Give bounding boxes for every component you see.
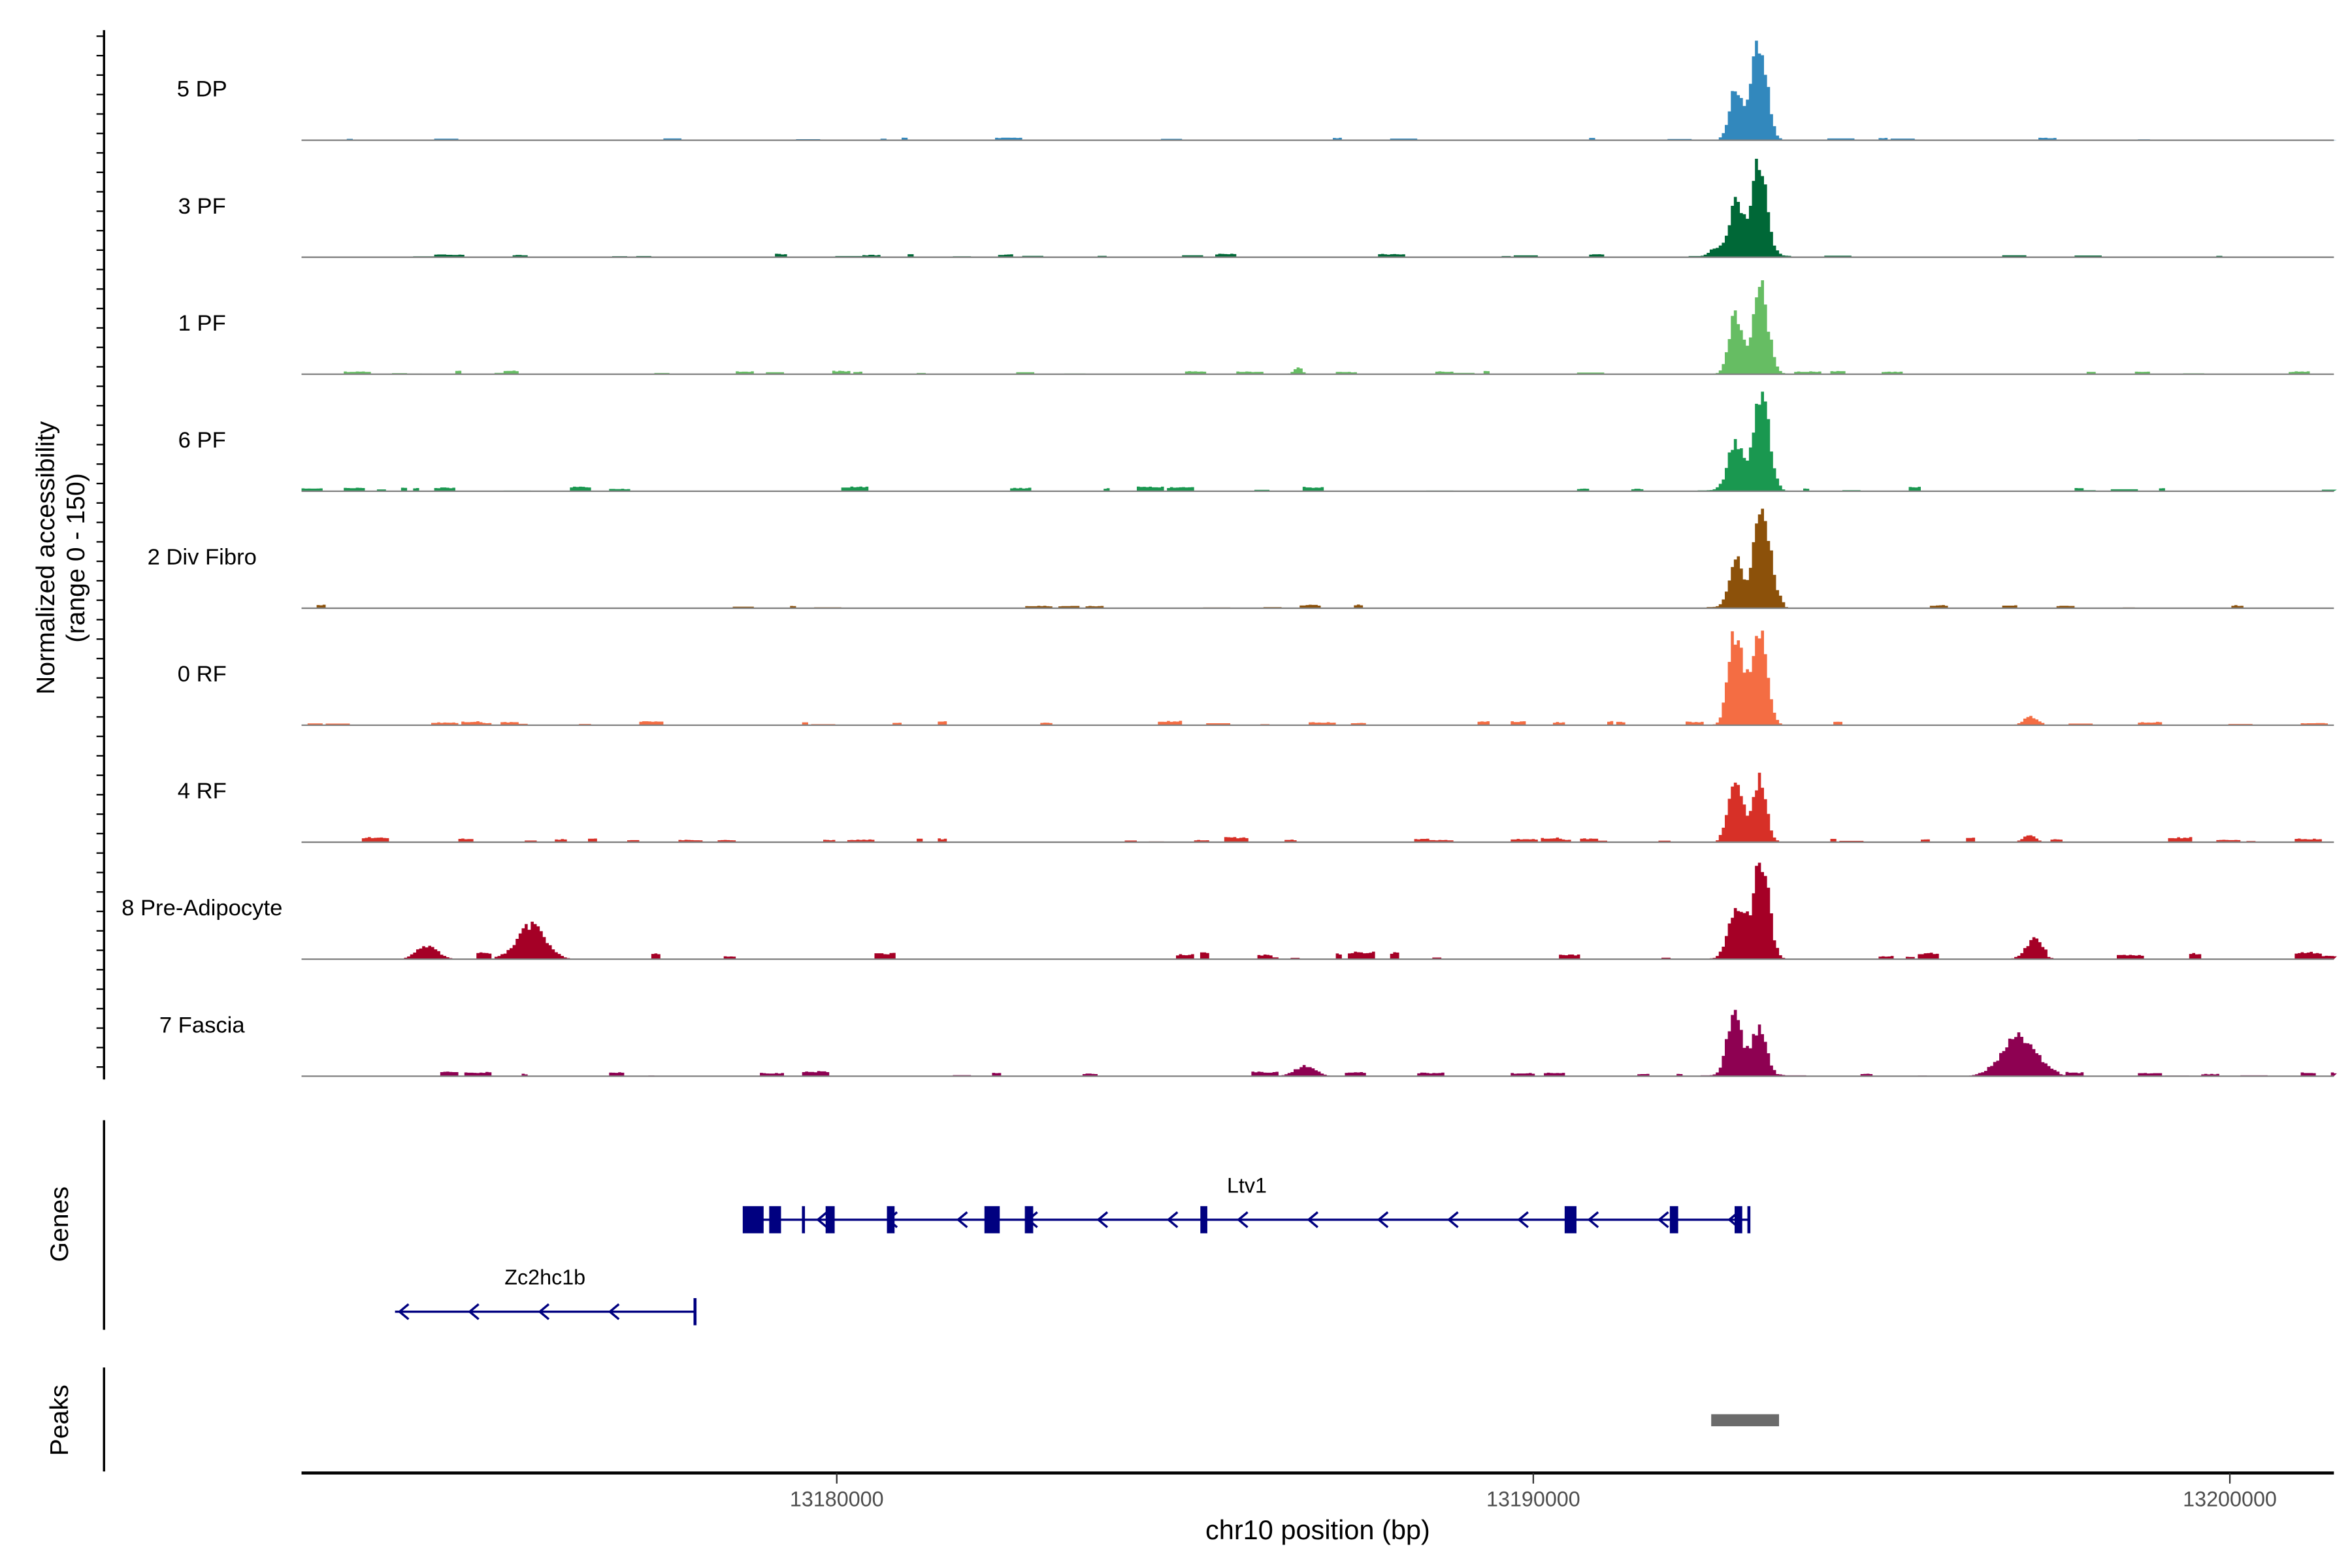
- exon: [769, 1206, 781, 1233]
- peaks-track-label: Peaks: [45, 1384, 74, 1456]
- track-6-pf: 6 PF: [178, 391, 2337, 492]
- gene-zc2hc1b[interactable]: Zc2hc1b: [395, 1266, 697, 1326]
- strand-arrow-icon: [1657, 1211, 1669, 1228]
- coverage-area: [301, 41, 2337, 140]
- exon: [984, 1206, 1000, 1233]
- exon: [742, 1206, 764, 1233]
- x-tick-label: 13180000: [790, 1487, 884, 1511]
- exon: [887, 1206, 895, 1233]
- track-label: 3 PF: [178, 194, 226, 219]
- exon: [1200, 1206, 1207, 1233]
- gene-label: Zc2hc1b: [504, 1266, 585, 1289]
- coverage-area: [301, 772, 2337, 843]
- y-axis-title: Normalized accessibility (range 0 - 150): [31, 421, 90, 694]
- peak-region: [1711, 1414, 1780, 1427]
- x-axis-title: chr10 position (bp): [1205, 1514, 1430, 1545]
- exon: [1669, 1206, 1678, 1233]
- track-2-div-fibro: 2 Div Fibro: [148, 508, 2337, 610]
- track-7-fascia: 7 Fascia: [159, 1009, 2337, 1077]
- strand-arrow-icon: [397, 1303, 410, 1320]
- strand-arrow-icon: [608, 1303, 620, 1320]
- exon: [1024, 1206, 1034, 1233]
- strand-arrow-icon: [1237, 1211, 1249, 1228]
- track-0-rf: 0 RF: [178, 630, 2337, 727]
- strand-arrow-icon: [956, 1211, 968, 1228]
- strand-arrow-icon: [1307, 1211, 1319, 1228]
- strand-arrow-icon: [468, 1303, 480, 1320]
- strand-arrow-icon: [1096, 1211, 1109, 1228]
- coverage-area: [301, 280, 2337, 374]
- track-4-rf: 4 RF: [178, 772, 2337, 843]
- track-label: 4 RF: [178, 779, 227, 804]
- coverage-area: [301, 391, 2337, 491]
- strand-arrow-icon: [1377, 1211, 1389, 1228]
- strand-arrow-icon: [816, 1211, 828, 1228]
- coverage-area: [301, 862, 2337, 960]
- coverage-area: [301, 1009, 2337, 1077]
- gene-label: Ltv1: [1227, 1173, 1267, 1197]
- y-axis-label: Normalized accessibility: [31, 421, 60, 694]
- exon: [825, 1206, 835, 1233]
- coverage-area: [301, 159, 2337, 257]
- exon: [802, 1206, 806, 1233]
- x-axis-ticks: 13180000 13190000 13200000: [790, 1473, 2277, 1511]
- strand-arrow-icon: [538, 1303, 550, 1320]
- x-tick-label: 13200000: [2183, 1487, 2277, 1511]
- y-axis-ticks: [96, 35, 105, 1068]
- track-label: 0 RF: [178, 662, 227, 687]
- strand-arrow-icon: [1446, 1211, 1459, 1228]
- coverage-tracks: 5 DP 3 PF 1 PF 6 PF 2 Div Fibro 0 RF 4 RF 8 Pre…: [122, 41, 2337, 1077]
- y-axis-sublabel: (range 0 - 150): [61, 473, 90, 642]
- genes-track-label: Genes: [45, 1186, 74, 1262]
- gene-ltv1[interactable]: Ltv1: [742, 1173, 1751, 1233]
- track-1-pf: 1 PF: [178, 280, 2337, 375]
- exon: [1735, 1206, 1742, 1233]
- exon: [1564, 1206, 1576, 1233]
- track-label: 6 PF: [178, 428, 226, 453]
- gene-track: Ltv1 Zc2hc1b: [395, 1173, 1751, 1326]
- track-label: 7 Fascia: [159, 1013, 246, 1037]
- track-3-pf: 3 PF: [178, 159, 2337, 258]
- strand-arrow-icon: [1517, 1211, 1529, 1228]
- x-tick-label: 13190000: [1486, 1487, 1580, 1511]
- track-label: 2 Div Fibro: [148, 545, 257, 570]
- strand-arrow-icon: [1166, 1211, 1179, 1228]
- track-label: 8 Pre-Adipocyte: [122, 896, 282, 921]
- peak-track: [1711, 1414, 1780, 1427]
- track-label: 1 PF: [178, 311, 226, 336]
- track-8-pre-adipocyte: 8 Pre-Adipocyte: [122, 862, 2337, 960]
- strand-arrow-icon: [1587, 1211, 1599, 1228]
- coverage-area: [301, 630, 2337, 725]
- track-label: 5 DP: [177, 77, 227, 102]
- track-5-dp: 5 DP: [177, 41, 2337, 141]
- coverage-area: [301, 508, 2337, 608]
